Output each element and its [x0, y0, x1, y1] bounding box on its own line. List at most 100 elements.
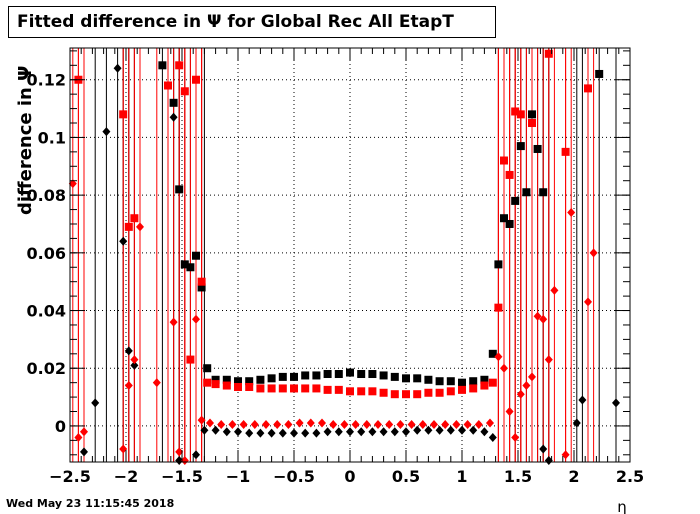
y-tick-label: 0.02: [27, 359, 66, 378]
data-point-square: [312, 371, 321, 380]
data-point-diamond: [245, 428, 254, 438]
data-point-square: [480, 375, 489, 384]
data-point-diamond: [550, 285, 559, 295]
data-point-square: [186, 263, 195, 272]
data-point-diamond: [435, 425, 444, 435]
axis-ticks: [69, 48, 631, 462]
data-point-diamond: [323, 427, 332, 437]
data-point-diamond: [329, 419, 338, 429]
data-point-square: [234, 382, 242, 391]
data-point-square: [290, 372, 298, 381]
data-point-diamond: [234, 427, 242, 437]
y-tick-label: 0.1: [38, 128, 66, 147]
data-point-diamond: [584, 297, 592, 307]
data-point-diamond: [180, 456, 189, 466]
data-point-diamond: [136, 222, 144, 232]
data-point-diamond: [250, 419, 259, 429]
data-point-diamond: [486, 418, 494, 428]
data-point-diamond: [522, 381, 531, 391]
data-point-square: [245, 382, 254, 391]
data-point-diamond: [539, 444, 548, 454]
data-point-diamond: [430, 419, 438, 429]
data-point-diamond: [262, 419, 270, 429]
error-bars: [72, 48, 617, 462]
data-point-diamond: [561, 450, 570, 460]
data-point-square: [390, 390, 399, 399]
data-point-square: [402, 390, 410, 399]
data-point-diamond: [544, 355, 553, 365]
data-point-diamond: [368, 427, 377, 437]
data-point-diamond: [175, 456, 184, 466]
data-point-diamond: [494, 352, 503, 362]
data-point-square: [119, 110, 128, 119]
data-point-square: [480, 381, 489, 390]
data-point-diamond: [130, 360, 139, 370]
y-tick-label: 0: [55, 417, 66, 436]
grid-lines: [70, 48, 630, 462]
data-point-square: [544, 49, 553, 58]
data-point-square: [334, 385, 343, 394]
data-point-diamond: [290, 428, 298, 438]
data-point-diamond: [452, 419, 461, 429]
data-point-square: [368, 370, 377, 379]
data-point-diamond: [544, 456, 553, 466]
x-tick-label: −1.5: [161, 467, 203, 486]
chart-title: Fitted difference in Ψ for Global Rec Al…: [17, 12, 454, 32]
data-point-diamond: [318, 418, 326, 428]
y-tick-label: 0.06: [27, 244, 66, 263]
data-point-diamond: [80, 447, 88, 457]
data-point-diamond: [418, 419, 427, 429]
data-point-diamond: [256, 428, 265, 438]
data-point-diamond: [217, 419, 226, 429]
data-point-diamond: [197, 415, 206, 425]
data-point-square: [584, 84, 592, 93]
data-point-square: [256, 384, 265, 393]
data-point-diamond: [130, 355, 139, 365]
data-point-square: [211, 380, 220, 389]
data-point-square: [516, 142, 525, 151]
data-point-diamond: [480, 427, 489, 437]
data-point-square: [424, 375, 433, 384]
data-point-diamond: [446, 425, 455, 435]
x-tick-label: −2: [114, 467, 139, 486]
data-point-square: [413, 390, 422, 399]
data-point-square: [494, 260, 503, 269]
x-tick-label: 2.5: [616, 467, 644, 486]
data-point-square: [164, 81, 172, 90]
x-tick-label: 1.5: [504, 467, 532, 486]
data-point-diamond: [80, 427, 88, 437]
data-point-diamond: [267, 428, 276, 438]
data-point-square: [516, 110, 525, 119]
data-point-diamond: [500, 363, 508, 373]
data-point-diamond: [74, 432, 83, 442]
data-point-square: [469, 384, 478, 393]
data-point-diamond: [458, 425, 466, 435]
data-point-diamond: [312, 428, 321, 438]
data-point-diamond: [124, 381, 133, 391]
data-point-diamond: [572, 418, 581, 428]
data-point-diamond: [306, 418, 315, 428]
data-point-square: [435, 388, 444, 397]
data-point-square: [180, 260, 189, 269]
y-axis-label: difference in Ψ: [15, 66, 36, 215]
data-point-square: [402, 374, 410, 383]
x-tick-label: −2.5: [49, 467, 91, 486]
data-point-square: [500, 156, 508, 165]
data-point-square: [192, 75, 200, 84]
data-point-diamond: [516, 389, 525, 399]
data-point-diamond: [284, 419, 293, 429]
y-tick-label: 0.04: [27, 302, 66, 321]
data-point-diamond: [351, 419, 360, 429]
data-point-diamond: [119, 236, 128, 246]
data-point-square: [595, 69, 604, 78]
data-point-square: [488, 378, 497, 387]
data-point-square: [197, 283, 206, 292]
data-point-square: [379, 371, 388, 380]
chart-title-box: Fitted difference in Ψ for Global Rec Al…: [8, 6, 496, 38]
data-point-diamond: [396, 419, 405, 429]
data-point-diamond: [357, 427, 366, 437]
x-tick-label: −0.5: [273, 467, 315, 486]
data-point-diamond: [578, 395, 587, 405]
x-tick-label: 2: [568, 467, 579, 486]
data-point-square: [175, 185, 184, 194]
